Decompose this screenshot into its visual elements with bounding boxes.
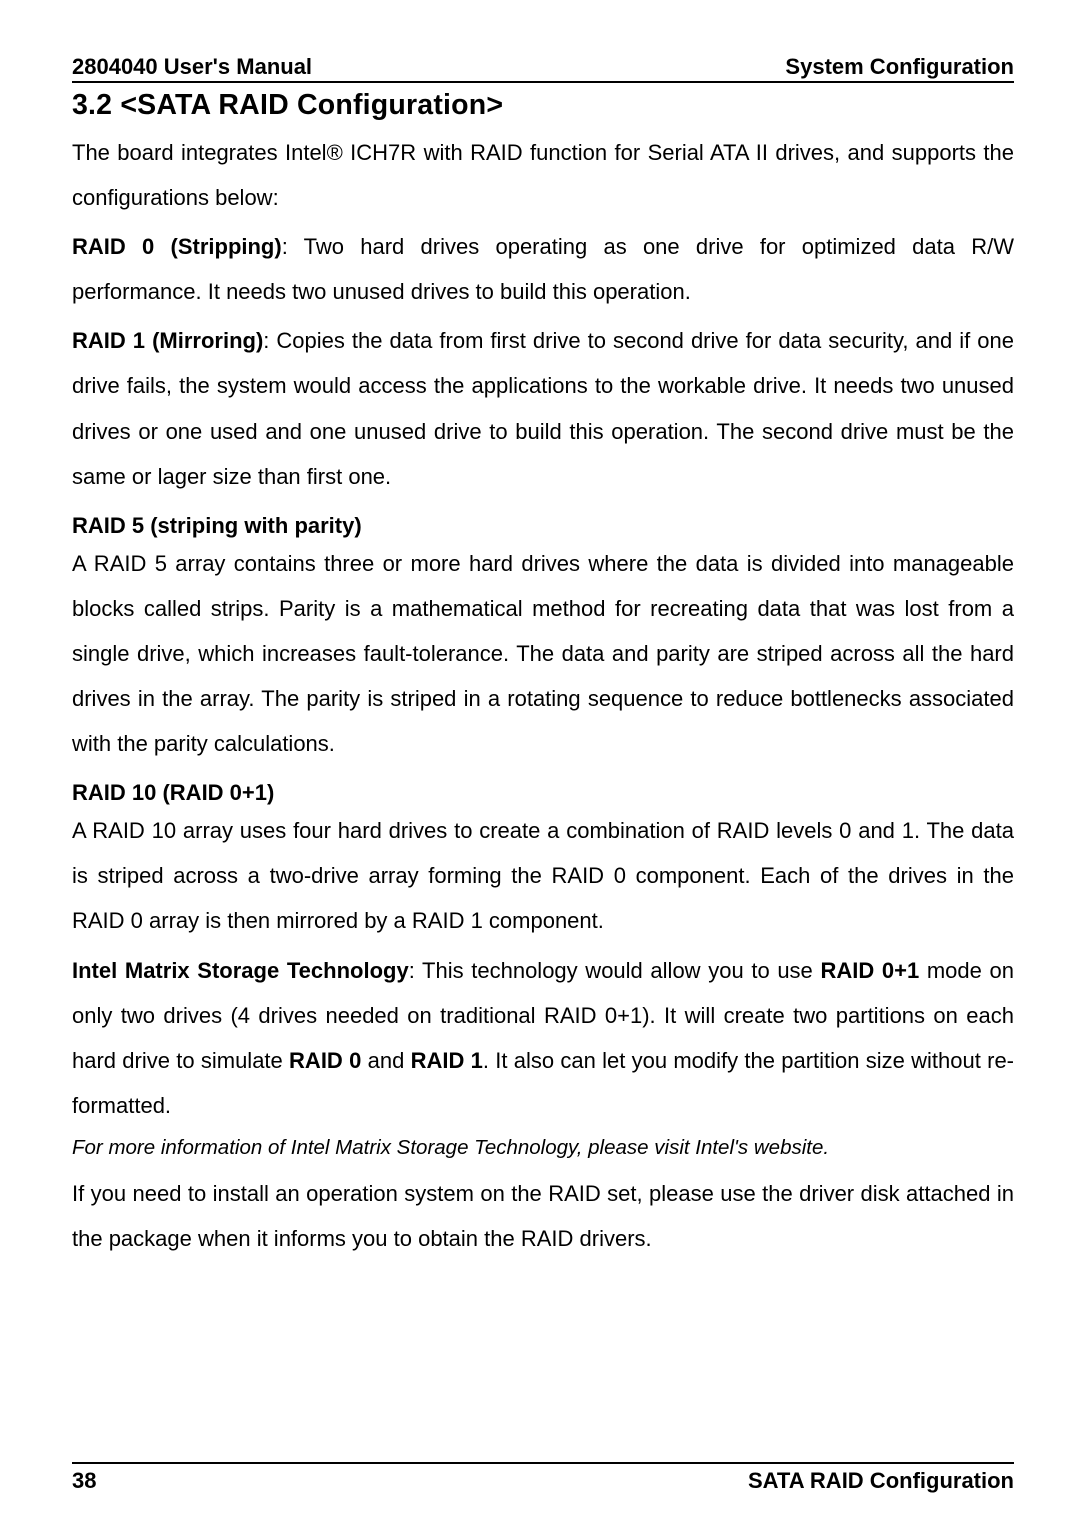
raid0-paragraph: RAID 0 (Stripping): Two hard drives oper… bbox=[72, 224, 1014, 314]
matrix-paragraph: Intel Matrix Storage Technology: This te… bbox=[72, 948, 1014, 1128]
intro-paragraph: The board integrates Intel® ICH7R with R… bbox=[72, 130, 1014, 220]
page-header: 2804040 User's Manual System Configurati… bbox=[72, 54, 1014, 83]
header-right: System Configuration bbox=[785, 54, 1014, 80]
document-page: 2804040 User's Manual System Configurati… bbox=[0, 0, 1080, 1532]
raid5-paragraph: A RAID 5 array contains three or more ha… bbox=[72, 541, 1014, 766]
raid10-paragraph: A RAID 10 array uses four hard drives to… bbox=[72, 808, 1014, 943]
matrix-bold-1: RAID 0+1 bbox=[820, 958, 919, 983]
matrix-text-mid2: and bbox=[361, 1048, 410, 1073]
raid1-label: RAID 1 (Mirroring) bbox=[72, 328, 263, 353]
matrix-text-pre: : This technology would allow you to use bbox=[409, 958, 821, 983]
page-number: 38 bbox=[72, 1468, 96, 1494]
raid10-heading: RAID 10 (RAID 0+1) bbox=[72, 780, 1014, 806]
footer-section-label: SATA RAID Configuration bbox=[748, 1468, 1014, 1494]
matrix-bold-3: RAID 1 bbox=[411, 1048, 483, 1073]
raid5-heading: RAID 5 (striping with parity) bbox=[72, 513, 1014, 539]
italic-note: For more information of Intel Matrix Sto… bbox=[72, 1132, 1014, 1165]
header-left: 2804040 User's Manual bbox=[72, 54, 312, 80]
section-title: 3.2 <SATA RAID Configuration> bbox=[72, 89, 1014, 122]
closing-paragraph: If you need to install an operation syst… bbox=[72, 1171, 1014, 1261]
page-footer: 38 SATA RAID Configuration bbox=[72, 1462, 1014, 1494]
matrix-bold-2: RAID 0 bbox=[289, 1048, 361, 1073]
matrix-label: Intel Matrix Storage Technology bbox=[72, 958, 409, 983]
raid0-label: RAID 0 (Stripping) bbox=[72, 234, 282, 259]
raid1-paragraph: RAID 1 (Mirroring): Copies the data from… bbox=[72, 318, 1014, 498]
